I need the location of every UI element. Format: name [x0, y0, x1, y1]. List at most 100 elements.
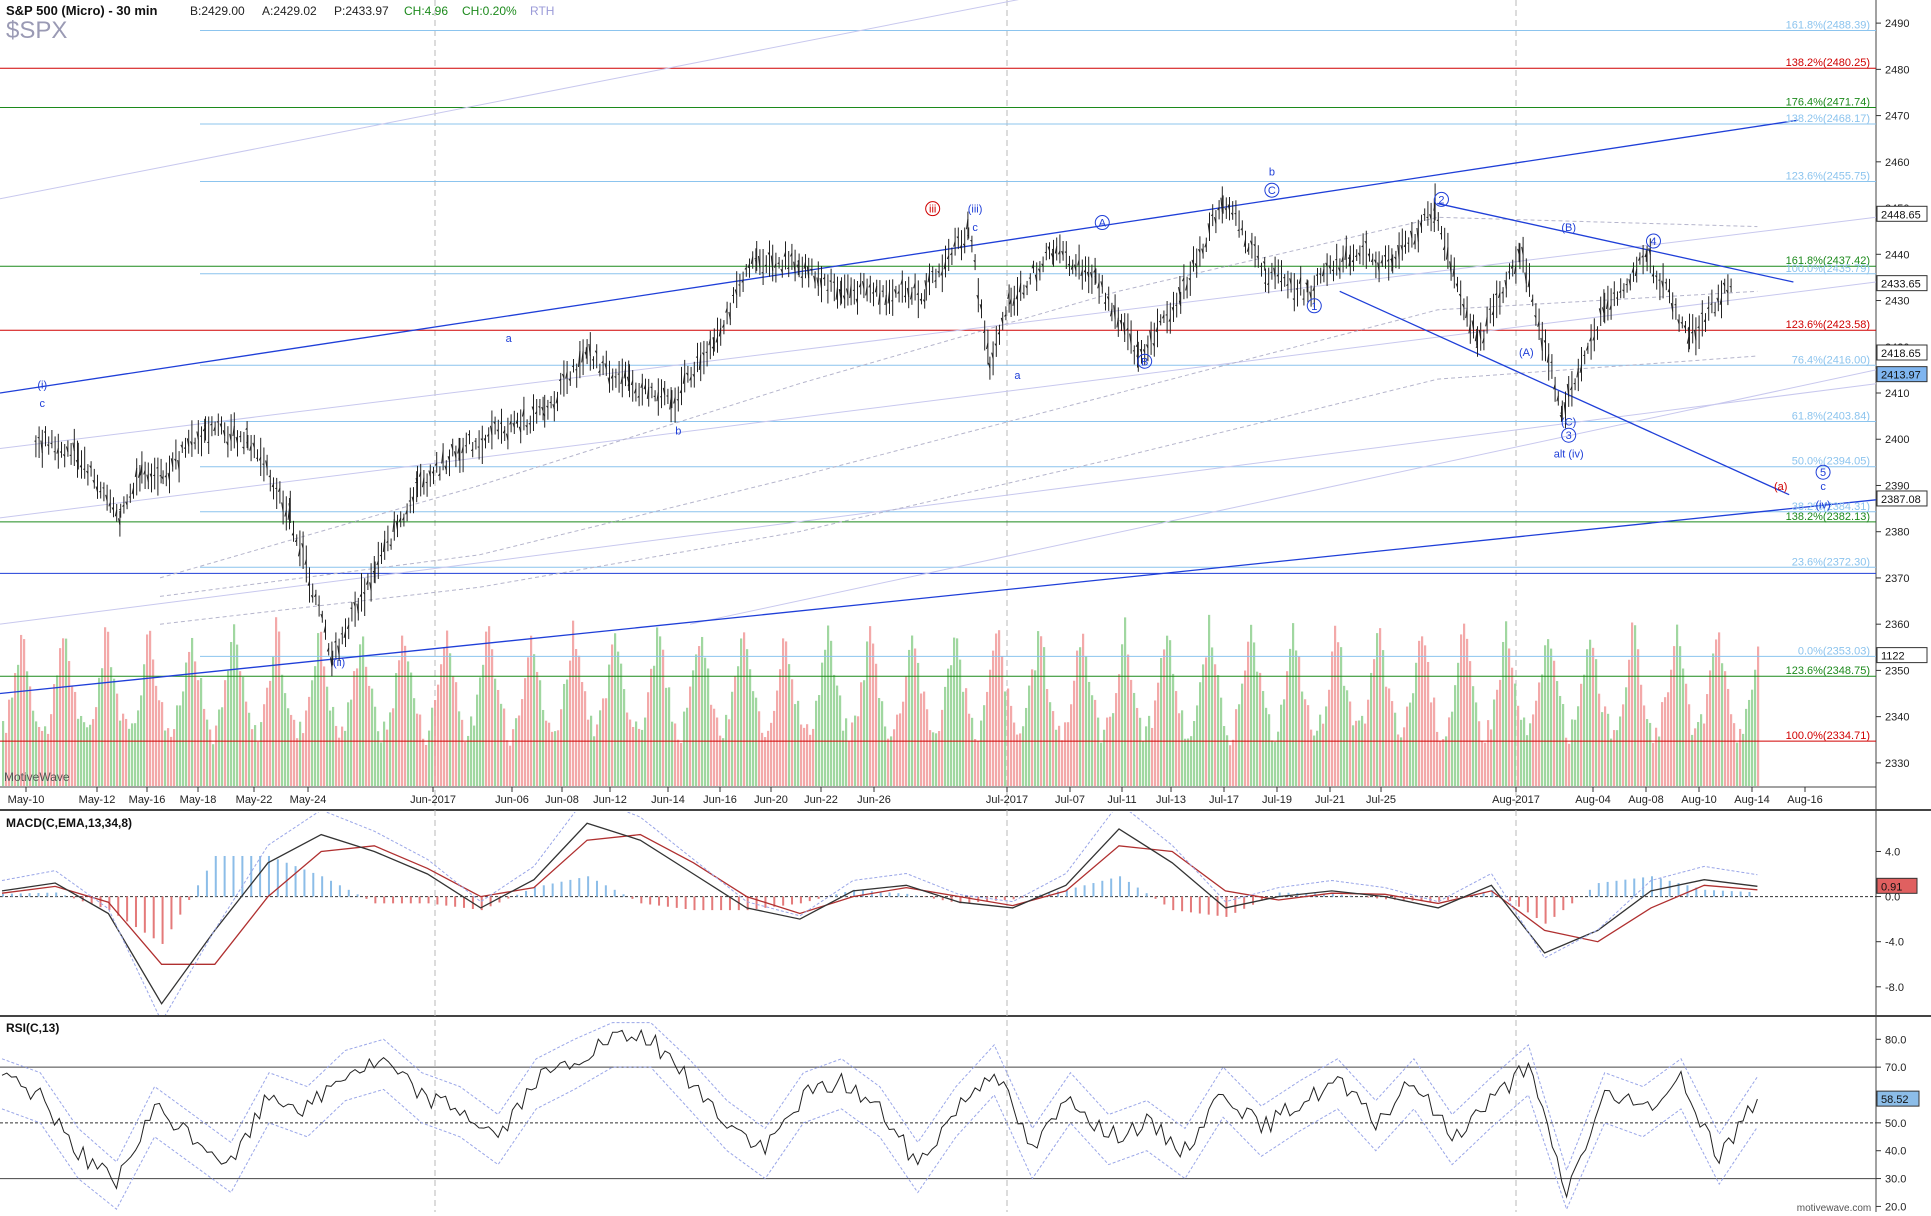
price-bar-tick	[490, 425, 493, 436]
macd-histogram-bar	[1287, 892, 1290, 897]
volume-bar	[1526, 735, 1529, 786]
volume-bar	[1484, 742, 1487, 786]
price-bar-tick	[1537, 320, 1540, 327]
x-axis-tick-label: Jul-19	[1262, 794, 1292, 806]
volume-bar	[551, 731, 554, 786]
price-bar-tick	[670, 399, 673, 402]
price-bar-tick	[1419, 222, 1422, 228]
price-bar-tick	[1661, 280, 1664, 289]
y-axis-tick-label: 2370	[1885, 573, 1909, 585]
fib-level-label: 50.0%(2394.05)	[1792, 456, 1870, 468]
wave-label: a	[1014, 370, 1021, 382]
price-bar-tick	[1198, 248, 1201, 253]
macd-histogram-bar	[188, 896, 191, 900]
volume-bar	[908, 649, 911, 786]
volume-bar	[1118, 674, 1121, 786]
volume-bar	[248, 712, 251, 786]
price-bar-tick	[1178, 300, 1182, 307]
x-axis-tick-label: Jul-21	[1315, 794, 1345, 806]
wave-label: A	[1099, 218, 1107, 230]
price-bar-tick	[334, 640, 337, 643]
volume-bar	[1556, 681, 1559, 786]
macd-histogram-bar	[489, 896, 492, 907]
volume-bar	[1739, 728, 1742, 786]
volume-bar	[998, 630, 1001, 786]
macd-histogram-bar	[1491, 889, 1494, 897]
volume-bar	[278, 631, 281, 786]
volume-bar	[1307, 705, 1310, 786]
volume-bar	[602, 698, 605, 786]
volume-bar	[1520, 719, 1523, 786]
price-bar-tick	[558, 378, 562, 382]
volume-bar	[1493, 699, 1496, 786]
volume-bar	[677, 739, 680, 786]
volume-bar	[788, 664, 791, 786]
price-bar-tick	[1491, 310, 1494, 316]
x-axis-tick-label: Aug-2017	[1492, 794, 1540, 806]
macd-histogram-bar	[1438, 896, 1441, 902]
volume-bar	[1268, 714, 1271, 786]
volume-bar	[233, 624, 236, 786]
price-bar-tick	[1178, 287, 1181, 295]
volume-bar	[281, 674, 284, 786]
volume-bar	[1685, 683, 1688, 786]
price-bar-tick	[578, 350, 581, 367]
price-bar-tick	[210, 423, 213, 426]
macd-histogram-bar	[711, 896, 714, 911]
volume-bar	[419, 714, 422, 786]
rsi-axis-tick-label: 30.0	[1885, 1174, 1906, 1186]
fib-level-label: 0.0%(2353.03)	[1798, 645, 1870, 657]
macd-histogram-bar	[480, 896, 483, 911]
volume-bar	[755, 697, 758, 786]
x-axis-tick-label: Jul-17	[1209, 794, 1239, 806]
price-bar-tick	[149, 473, 152, 478]
volume-bar	[209, 729, 212, 786]
price-bar-tick	[1589, 336, 1592, 342]
macd-histogram-bar	[1562, 896, 1565, 911]
price-bar-tick	[183, 447, 186, 449]
price-bar-tick	[1243, 239, 1246, 247]
bid-readout: B:2429.00	[190, 4, 245, 18]
volume-bar	[1352, 725, 1355, 786]
wave-label: C	[1268, 185, 1276, 197]
price-bar-tick	[868, 283, 871, 288]
macd-histogram-bar	[347, 889, 350, 897]
volume-bar	[194, 661, 197, 786]
volume-bar	[1592, 647, 1595, 786]
price-bar-tick	[1136, 350, 1139, 357]
volume-bar	[992, 650, 995, 786]
wave-label: 4	[1650, 236, 1656, 248]
volume-bar	[761, 732, 764, 786]
macd-histogram-bar	[400, 896, 403, 904]
price-bar-tick	[1344, 246, 1347, 260]
price-bar-tick	[1273, 267, 1276, 277]
volume-bar	[425, 744, 428, 786]
macd-histogram-bar	[1455, 896, 1458, 898]
price-bar-tick	[1465, 308, 1468, 319]
volume-bar	[1031, 669, 1034, 786]
volume-bar	[1013, 722, 1016, 786]
macd-histogram-bar	[551, 883, 554, 897]
wave-label: c	[972, 222, 978, 234]
volume-bar	[1427, 661, 1430, 786]
wave-label: (iv)	[1815, 500, 1830, 512]
price-bar-tick	[800, 276, 803, 279]
elliott-trendlines	[0, 119, 1876, 695]
price-bar-tick	[897, 290, 900, 294]
wave-label: (A)	[1519, 347, 1534, 359]
volume-bar	[326, 686, 329, 786]
price-bar-tick	[246, 440, 249, 444]
change-readout: CH:4.96	[404, 4, 448, 18]
price-bar-tick	[376, 560, 379, 566]
volume-bar	[479, 677, 482, 786]
volume-bar	[488, 626, 491, 786]
volume-bar	[674, 723, 677, 786]
volume-bar	[791, 679, 794, 786]
volume-bar	[1052, 711, 1055, 786]
price-bar-tick	[528, 422, 531, 425]
price-bar-tick	[686, 372, 689, 376]
macd-histogram-bar	[968, 896, 971, 903]
volume-bar	[1004, 691, 1007, 786]
volume-bar	[1205, 657, 1208, 786]
volume-bar	[1019, 733, 1022, 786]
